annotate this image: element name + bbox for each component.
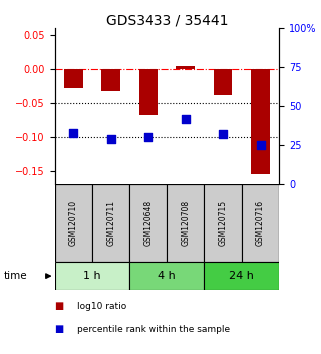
Text: GSM120715: GSM120715 bbox=[219, 200, 228, 246]
Bar bbox=[64, 69, 83, 88]
Bar bbox=[167, 184, 204, 262]
Text: percentile rank within the sample: percentile rank within the sample bbox=[77, 325, 230, 334]
Text: GSM120710: GSM120710 bbox=[69, 200, 78, 246]
Point bbox=[71, 130, 76, 136]
Point bbox=[146, 135, 151, 140]
Text: GSM120711: GSM120711 bbox=[106, 200, 115, 246]
Title: GDS3433 / 35441: GDS3433 / 35441 bbox=[106, 13, 228, 27]
Text: 4 h: 4 h bbox=[158, 271, 176, 281]
Bar bbox=[176, 65, 195, 69]
Text: 24 h: 24 h bbox=[230, 271, 254, 281]
Text: ■: ■ bbox=[55, 301, 64, 311]
Text: time: time bbox=[3, 271, 27, 281]
Bar bbox=[92, 184, 129, 262]
Bar bbox=[55, 262, 129, 290]
Text: ■: ■ bbox=[55, 324, 64, 334]
Bar bbox=[101, 69, 120, 91]
Bar bbox=[129, 262, 204, 290]
Bar bbox=[129, 184, 167, 262]
Text: GSM120708: GSM120708 bbox=[181, 200, 190, 246]
Bar bbox=[204, 184, 242, 262]
Bar bbox=[214, 69, 232, 95]
Bar bbox=[139, 69, 158, 115]
Point bbox=[258, 142, 263, 148]
Bar bbox=[204, 262, 279, 290]
Point bbox=[221, 131, 226, 137]
Bar bbox=[55, 184, 92, 262]
Text: GSM120648: GSM120648 bbox=[144, 200, 153, 246]
Text: log10 ratio: log10 ratio bbox=[77, 302, 126, 311]
Point bbox=[108, 136, 113, 142]
Bar bbox=[242, 184, 279, 262]
Point bbox=[183, 116, 188, 121]
Text: GSM120716: GSM120716 bbox=[256, 200, 265, 246]
Text: 1 h: 1 h bbox=[83, 271, 101, 281]
Bar bbox=[251, 69, 270, 174]
